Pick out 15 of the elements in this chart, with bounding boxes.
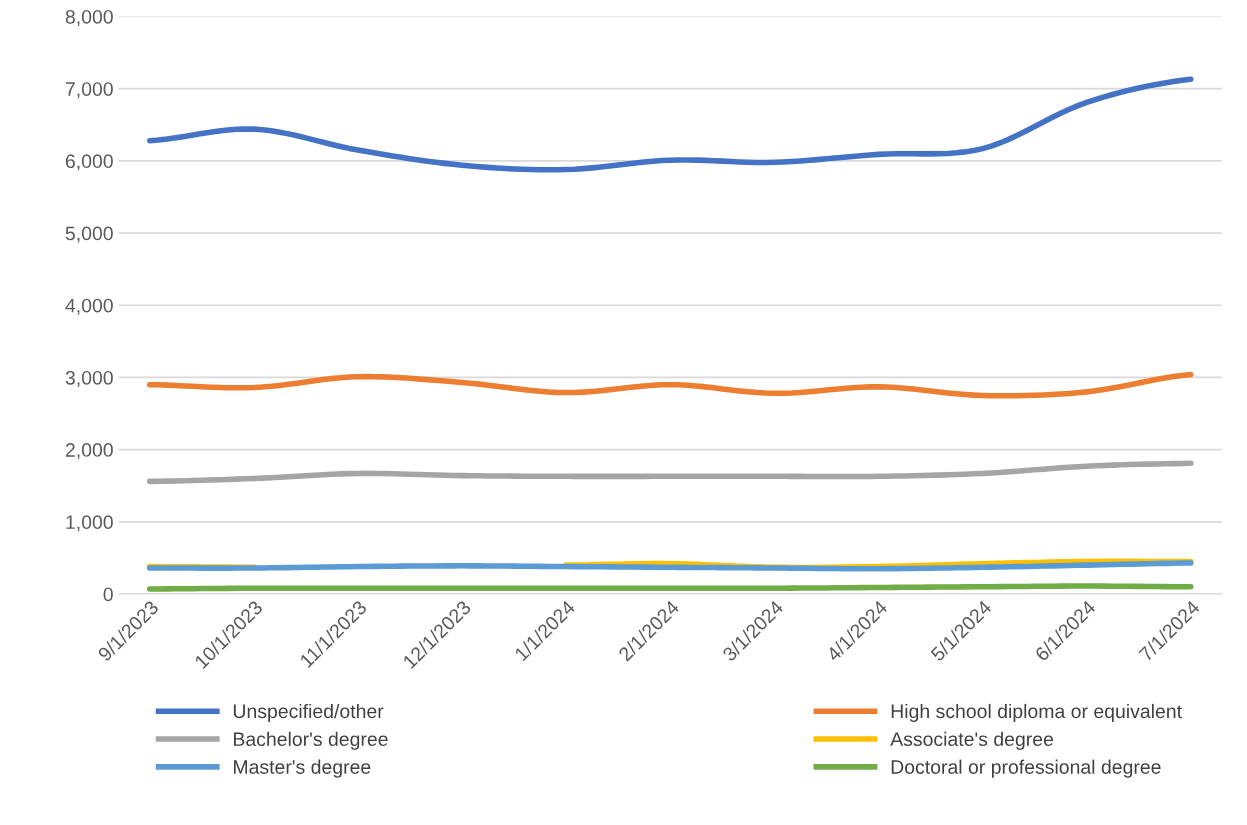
y-tick-label: 2,000 (65, 443, 113, 460)
y-tick-label: 8,000 (65, 9, 113, 27)
y-tick-label: 5,000 (65, 226, 113, 243)
y-tick-label: 0 (103, 587, 113, 602)
y-tick-label: 7,000 (65, 82, 113, 99)
legend-label: Bachelor's degree (234, 731, 388, 750)
legend-label: High school diploma or equivalent (891, 703, 1182, 723)
legend-label: Doctoral or professional degree (891, 759, 1161, 778)
y-tick-label: 6,000 (65, 154, 113, 171)
legend-label: Unspecified/other (233, 703, 384, 723)
y-tick-label: 1,000 (66, 515, 113, 532)
legend-label: Master's degree (234, 759, 371, 778)
legend-label: Associate's degree (890, 731, 1054, 750)
y-tick-label: 3,000 (65, 370, 113, 387)
y-tick-label: 4,000 (65, 298, 113, 315)
